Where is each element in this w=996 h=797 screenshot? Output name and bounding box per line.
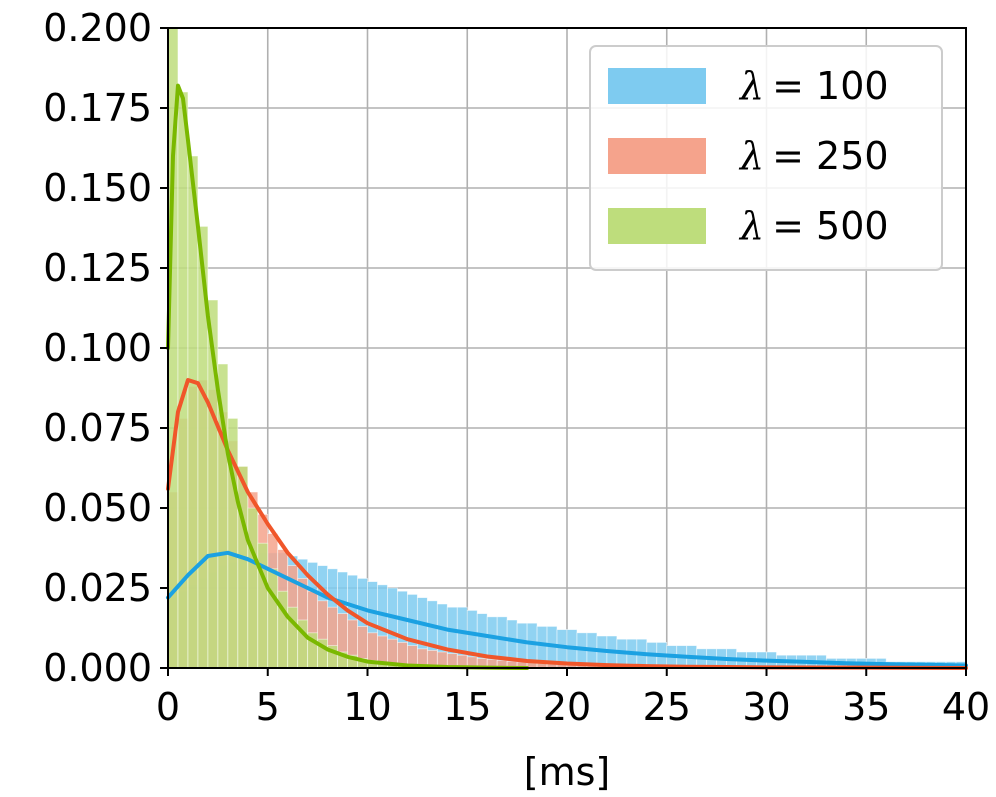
- x-tick-label: 5: [256, 685, 280, 729]
- legend-label: λ = 500: [738, 204, 889, 248]
- y-axis: 0.000 0.025 0.050 0.075 0.100 0.125 0.150 0.175…: [43, 6, 168, 690]
- y-tick-label: 0.100: [43, 326, 152, 370]
- y-tick-label: 0.125: [43, 246, 152, 290]
- x-tick-label: 40: [942, 685, 990, 729]
- hist-bar: [187, 155, 199, 669]
- y-tick-label: 0.075: [43, 406, 152, 450]
- x-tick-label: 10: [343, 685, 391, 729]
- x-axis: 0 5 10 15 20 25 30 35 40: [156, 668, 990, 729]
- legend-label: λ = 250: [738, 134, 889, 178]
- kde-line-series-1: [166, 378, 968, 670]
- y-tick-label: 0.000: [43, 646, 152, 690]
- legend-lambda-symbol: λ: [738, 134, 764, 178]
- kde-line-series-0: [166, 550, 968, 668]
- legend-value: = 500: [772, 204, 888, 248]
- y-tick-label: 0.025: [43, 566, 152, 610]
- x-tick-label: 25: [643, 685, 691, 729]
- x-tick-label: 15: [443, 685, 491, 729]
- hist-bar: [267, 568, 279, 669]
- legend-value: = 250: [772, 134, 888, 178]
- x-tick-label: 0: [156, 685, 180, 729]
- legend-swatch: [608, 68, 706, 104]
- kde-line-series-2: [166, 83, 530, 670]
- y-tick-label: 0.050: [43, 486, 152, 530]
- y-tick-label: 0.200: [43, 6, 152, 50]
- legend-lambda-symbol: λ: [738, 204, 764, 248]
- x-tick-label: 35: [842, 685, 890, 729]
- x-axis-label: [ms]: [524, 750, 610, 794]
- hist-bar: [247, 507, 259, 669]
- legend-swatch: [608, 208, 706, 244]
- kde-lines: [166, 83, 968, 670]
- legend-lambda-symbol: λ: [738, 64, 764, 108]
- legend-value: = 100: [772, 64, 888, 108]
- legend-swatch: [608, 138, 706, 174]
- x-tick-label: 30: [742, 685, 790, 729]
- x-tick-label: 20: [543, 685, 591, 729]
- hist-bar: [237, 465, 249, 669]
- legend-label: λ = 100: [738, 64, 889, 108]
- hist-bar: [257, 542, 269, 669]
- y-tick-label: 0.175: [43, 86, 152, 130]
- y-tick-label: 0.150: [43, 166, 152, 210]
